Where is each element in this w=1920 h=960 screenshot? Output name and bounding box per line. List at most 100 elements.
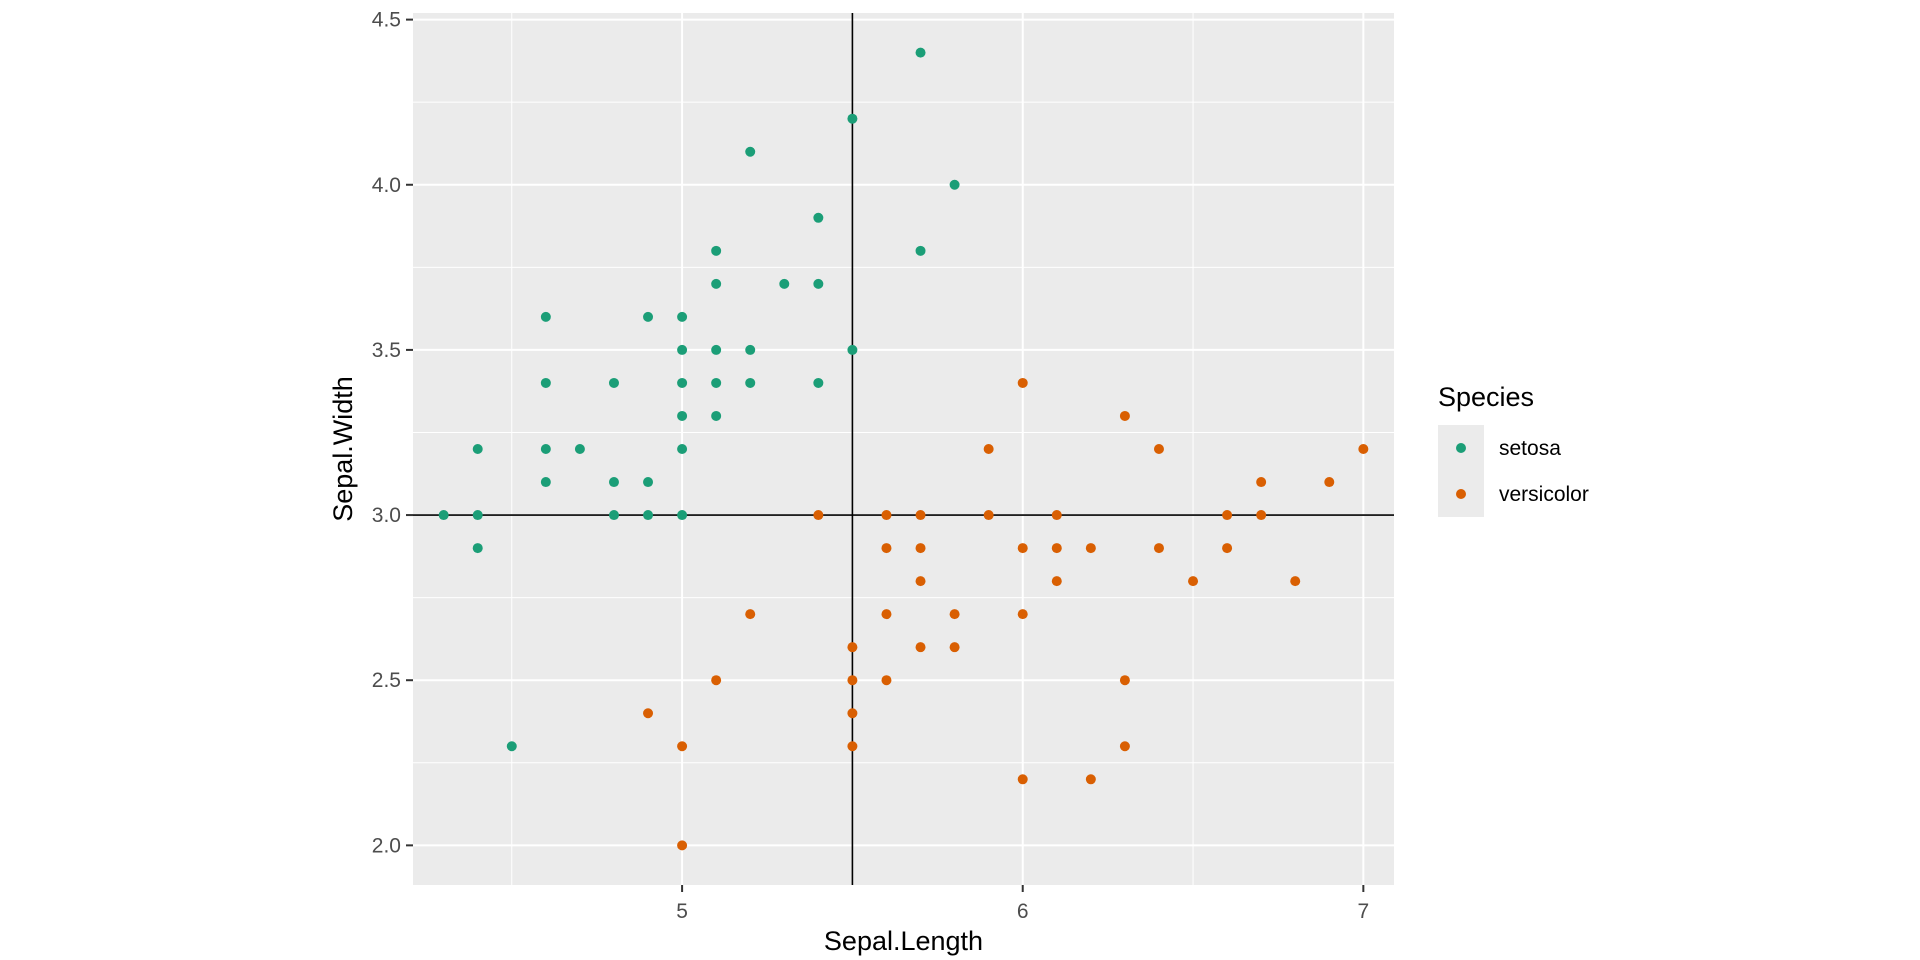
data-points xyxy=(438,47,1369,851)
data-point-versicolor xyxy=(1085,774,1096,785)
data-point-setosa xyxy=(745,377,756,388)
data-point-versicolor xyxy=(915,543,926,554)
y-tick-label: 3.0 xyxy=(372,504,401,527)
y-axis: 2.0 2.5 3.0 3.5 4.0 4.5 xyxy=(372,9,413,857)
data-point-setosa xyxy=(677,377,688,388)
data-point-setosa xyxy=(915,245,926,256)
data-point-setosa xyxy=(540,444,551,454)
y-tick-label: 3.5 xyxy=(372,339,401,362)
data-point-versicolor xyxy=(745,609,756,620)
data-point-versicolor xyxy=(1222,510,1233,521)
data-point-setosa xyxy=(949,179,960,190)
data-point-versicolor xyxy=(847,675,858,686)
data-point-versicolor xyxy=(1051,543,1062,554)
data-point-versicolor xyxy=(1256,477,1267,488)
data-point-setosa xyxy=(574,444,585,454)
data-point-setosa xyxy=(915,47,926,58)
x-axis-label: Sepal.Length xyxy=(824,926,983,956)
data-point-versicolor xyxy=(1051,576,1062,587)
y-tick-label: 2.0 xyxy=(372,834,401,857)
data-point-setosa xyxy=(643,510,654,521)
y-tick-label: 4.5 xyxy=(372,9,401,32)
data-point-versicolor xyxy=(1119,675,1130,686)
data-point-setosa xyxy=(608,377,619,388)
data-point-setosa xyxy=(745,344,756,355)
legend-symbol-versicolor xyxy=(1456,489,1466,499)
legend: Species setosa versicolor xyxy=(1438,382,1589,517)
x-tick-label: 6 xyxy=(1017,900,1029,923)
data-point-setosa xyxy=(813,377,824,388)
legend-label-versicolor: versicolor xyxy=(1499,483,1589,506)
data-point-versicolor xyxy=(847,642,858,653)
data-point-versicolor xyxy=(677,741,688,752)
data-point-setosa xyxy=(847,344,858,355)
data-point-setosa xyxy=(472,510,483,521)
legend-title: Species xyxy=(1438,382,1534,412)
data-point-versicolor xyxy=(949,609,960,620)
data-point-setosa xyxy=(677,344,688,355)
data-point-versicolor xyxy=(1119,410,1130,421)
data-point-setosa xyxy=(847,113,858,124)
data-point-setosa xyxy=(540,477,551,488)
data-point-setosa xyxy=(506,741,517,752)
data-point-setosa xyxy=(438,510,449,521)
data-point-versicolor xyxy=(881,609,892,620)
data-point-setosa xyxy=(608,510,619,521)
data-point-versicolor xyxy=(1119,741,1130,752)
data-point-setosa xyxy=(643,477,654,488)
panel-background xyxy=(413,13,1394,885)
data-point-setosa xyxy=(711,377,722,388)
data-point-versicolor xyxy=(983,444,994,454)
y-tick-label: 4.0 xyxy=(372,174,401,197)
data-point-setosa xyxy=(540,377,551,388)
data-point-versicolor xyxy=(643,708,654,719)
y-axis-label: Sepal.Width xyxy=(328,376,358,522)
data-point-versicolor xyxy=(1017,774,1028,785)
data-point-versicolor xyxy=(1324,477,1335,488)
data-point-versicolor xyxy=(847,741,858,752)
data-point-versicolor xyxy=(915,576,926,587)
data-point-versicolor xyxy=(1017,609,1028,620)
data-point-versicolor xyxy=(711,675,722,686)
data-point-versicolor xyxy=(1085,543,1096,554)
data-point-setosa xyxy=(608,477,619,488)
data-point-versicolor xyxy=(881,510,892,521)
data-point-setosa xyxy=(711,278,722,289)
data-point-versicolor xyxy=(881,675,892,686)
legend-items: setosa versicolor xyxy=(1438,425,1589,517)
data-point-setosa xyxy=(813,278,824,289)
data-point-setosa xyxy=(677,444,688,454)
data-point-versicolor xyxy=(813,510,824,521)
data-point-setosa xyxy=(472,444,483,454)
data-point-versicolor xyxy=(983,510,994,521)
data-point-versicolor xyxy=(915,642,926,653)
data-point-versicolor xyxy=(1153,444,1164,454)
data-point-versicolor xyxy=(1358,444,1369,454)
x-tick-label: 5 xyxy=(676,900,688,923)
data-point-setosa xyxy=(813,212,824,223)
data-point-versicolor xyxy=(949,642,960,653)
data-point-versicolor xyxy=(881,543,892,554)
data-point-setosa xyxy=(540,311,551,322)
data-point-setosa xyxy=(711,344,722,355)
y-tick-label: 2.5 xyxy=(372,669,401,692)
data-point-versicolor xyxy=(1256,510,1267,521)
data-point-setosa xyxy=(677,510,688,521)
data-point-versicolor xyxy=(847,708,858,719)
data-point-setosa xyxy=(643,311,654,322)
data-point-versicolor xyxy=(1017,377,1028,388)
data-point-versicolor xyxy=(677,840,688,851)
data-point-setosa xyxy=(711,245,722,256)
legend-symbol-setosa xyxy=(1456,443,1466,453)
data-point-versicolor xyxy=(1153,543,1164,554)
data-point-setosa xyxy=(472,543,483,554)
x-tick-label: 7 xyxy=(1358,900,1370,923)
data-point-versicolor xyxy=(1222,543,1233,554)
data-point-setosa xyxy=(745,146,756,157)
legend-label-setosa: setosa xyxy=(1499,437,1561,460)
data-point-versicolor xyxy=(1051,510,1062,521)
data-point-versicolor xyxy=(1188,576,1199,587)
data-point-setosa xyxy=(779,278,790,289)
data-point-setosa xyxy=(711,410,722,421)
